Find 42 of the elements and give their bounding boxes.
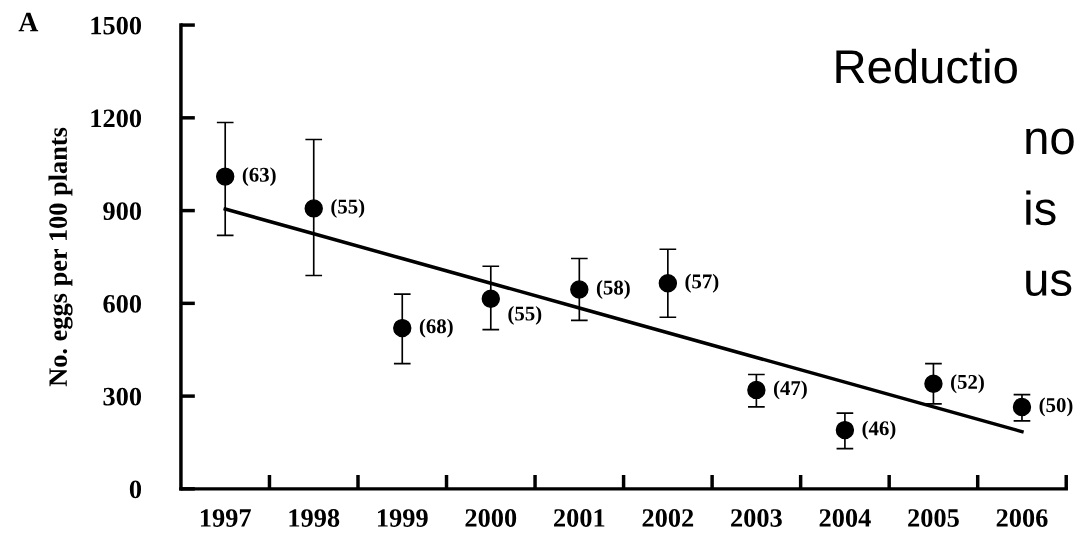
annotation: is [1026, 190, 1056, 226]
y-tick-label: 300 [103, 387, 142, 406]
y-tick-label: 0 [129, 480, 142, 499]
point [216, 167, 235, 186]
point [481, 289, 500, 308]
x-tick-label: 2006 [996, 509, 1048, 527]
x-tick-label: 1997 [200, 509, 251, 527]
x-tick-label: 2004 [819, 509, 871, 527]
annotation: (52) [951, 374, 984, 394]
annotation: Reductio [836, 48, 1017, 84]
y-tick-label: 1200 [91, 109, 142, 128]
y-tick-label: 900 [103, 202, 142, 220]
annotation: (46) [862, 420, 896, 440]
annotation: (55) [508, 305, 542, 325]
point [747, 380, 766, 400]
point [658, 274, 678, 293]
point [924, 374, 943, 393]
annotation: (68) [419, 318, 453, 338]
y-axis-title: No. eggs per 100 plants [48, 127, 73, 387]
point [304, 199, 323, 218]
annotation: (47) [773, 380, 807, 400]
x-tick-label: 1998 [289, 509, 340, 527]
x-tick-label: 2000 [465, 509, 517, 527]
annotation: (57) [685, 273, 719, 293]
y-tick-label: 1500 [91, 16, 142, 35]
annotation: no [1026, 128, 1074, 155]
x-tick-label: 2005 [908, 509, 959, 527]
y-tick-label: 600 [103, 294, 142, 313]
x-tick-label: 1999 [377, 509, 428, 527]
point [835, 420, 855, 440]
annotation: us [1026, 270, 1072, 297]
text: A [18, 12, 39, 32]
point [1012, 397, 1032, 417]
point [393, 318, 412, 338]
annotation: (63) [242, 167, 276, 187]
annotation: (58) [596, 279, 630, 299]
point [570, 280, 589, 299]
annotation: (50) [1039, 397, 1073, 417]
annotation: (55) [331, 198, 365, 218]
x-tick-label: 2001 [554, 509, 605, 527]
x-tick-label: 2003 [731, 509, 782, 527]
x-tick-label: 2002 [642, 509, 694, 527]
